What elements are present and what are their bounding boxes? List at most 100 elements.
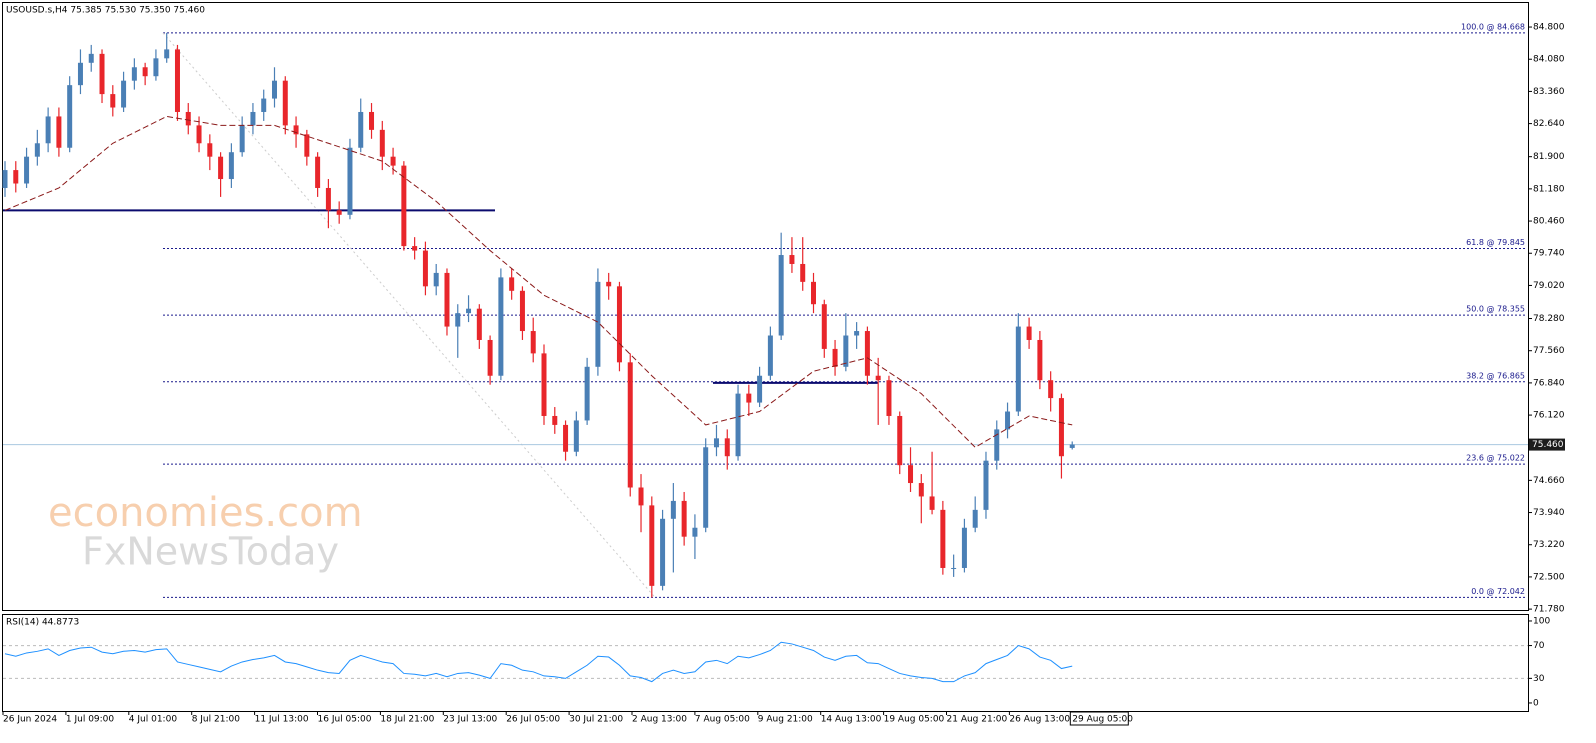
x-tick-label: 14 Aug 13:00 <box>821 715 882 725</box>
candle-body <box>660 518 666 586</box>
candle-body <box>433 272 439 287</box>
x-tick-label: 8 Jul 21:00 <box>192 715 241 725</box>
y-tick-label: 81.180 <box>1533 184 1565 194</box>
last-price-label: 75.460 <box>1532 440 1564 450</box>
candle-body <box>131 67 137 81</box>
x-tick-label: 4 Jul 01:00 <box>129 715 178 725</box>
candle-body <box>897 415 903 466</box>
x-tick-label: 9 Aug 21:00 <box>758 715 813 725</box>
rsi-tick-label: 70 <box>1533 641 1545 651</box>
x-tick-label: 30 Jul 21:00 <box>569 715 623 725</box>
x-tick-label: 26 Jul 05:00 <box>506 715 560 725</box>
y-tick-label: 72.500 <box>1533 572 1565 582</box>
watermark: FxNewsToday <box>82 530 339 574</box>
candle-body <box>67 85 73 148</box>
rsi-title: RSI(14) 44.8773 <box>6 618 79 628</box>
rsi-frame <box>2 614 1529 712</box>
candle-body <box>422 250 428 287</box>
candle-body <box>153 58 159 77</box>
x-tick-label: 11 Jul 13:00 <box>255 715 309 725</box>
candle-body <box>379 129 385 157</box>
candle-body <box>757 375 763 403</box>
x-tick-label: 26 Jun 2024 <box>3 715 57 725</box>
fib-label: 100.0 @ 84.668 <box>1461 22 1525 31</box>
candle-body <box>293 125 299 135</box>
rsi-line <box>4 641 1073 683</box>
candle-body <box>390 156 396 166</box>
candle-body <box>185 111 191 126</box>
y-tick-label: 73.940 <box>1533 508 1565 518</box>
candle-body <box>196 125 202 144</box>
fib-label: 23.6 @ 75.022 <box>1466 454 1525 463</box>
chart-title: USOUSD.s,H4 75.385 75.530 75.350 75.460 <box>6 6 205 16</box>
candle-body <box>164 49 170 59</box>
candle-body <box>908 465 914 484</box>
last-price-box <box>1529 438 1565 451</box>
candle-body <box>174 49 180 112</box>
candle-body <box>466 308 472 314</box>
candle-body <box>315 156 321 188</box>
candle-body <box>746 393 752 403</box>
candle-body <box>272 80 277 99</box>
candle-body <box>24 156 30 184</box>
candle-body <box>606 281 612 287</box>
candle-body <box>261 98 267 112</box>
candle-body <box>304 134 310 157</box>
candle-body <box>282 80 288 126</box>
candle-body <box>1069 444 1075 448</box>
candle-body <box>121 80 127 108</box>
candle-body <box>218 156 224 180</box>
candle-body <box>369 111 375 130</box>
fib-label: 50.0 @ 78.355 <box>1466 305 1525 314</box>
candle-body <box>940 509 946 568</box>
rsi-tick-label: 0 <box>1533 698 1539 708</box>
candle-body <box>800 263 806 282</box>
candle-body <box>681 500 687 537</box>
candle-body <box>401 165 407 247</box>
y-tick-label: 80.460 <box>1533 217 1565 227</box>
candle-body <box>250 111 256 126</box>
candle-body <box>767 335 773 376</box>
y-tick-label: 84.080 <box>1533 55 1565 65</box>
candle-body <box>325 187 331 211</box>
candle-body <box>929 496 935 510</box>
rsi-tick-label: 100 <box>1533 616 1550 626</box>
candle-body <box>994 429 1000 461</box>
candle-body <box>811 281 816 305</box>
y-tick-label: 84.800 <box>1533 23 1565 33</box>
candle-body <box>1058 398 1064 457</box>
candle-body <box>347 147 353 215</box>
x-tick-label: 19 Aug 05:00 <box>884 715 945 725</box>
candle-body <box>1015 326 1021 412</box>
x-tick-label: 7 Aug 05:00 <box>695 715 750 725</box>
y-tick-label: 71.780 <box>1533 605 1565 615</box>
x-tick-label: 21 Aug 21:00 <box>947 715 1008 725</box>
x-tick-label: 2 Aug 13:00 <box>632 715 687 725</box>
candle-body <box>530 331 536 354</box>
candle-body <box>972 509 978 528</box>
candle-body <box>498 277 504 376</box>
candle-body <box>45 116 51 144</box>
candle-body <box>207 143 213 157</box>
candle-body <box>444 272 450 327</box>
candle-body <box>692 527 698 537</box>
candle-body <box>573 420 579 452</box>
fib-label: 61.8 @ 79.845 <box>1466 238 1525 247</box>
candle-body <box>638 487 644 506</box>
candle-body <box>627 362 633 488</box>
x-tick-label: 16 Jul 05:00 <box>318 715 372 725</box>
candle-body <box>455 313 461 327</box>
candle-body <box>1005 411 1011 430</box>
x-tick-label: 23 Jul 13:00 <box>443 715 497 725</box>
candle-body <box>563 424 569 452</box>
price-frame <box>2 2 1529 611</box>
candle-body <box>541 353 547 416</box>
candle-body <box>336 210 342 215</box>
candle-body <box>228 152 234 180</box>
candle-body <box>142 67 148 77</box>
candle-body <box>886 380 892 416</box>
y-tick-label: 83.360 <box>1533 87 1565 97</box>
y-tick-label: 82.640 <box>1533 119 1565 129</box>
candle-body <box>724 438 730 457</box>
